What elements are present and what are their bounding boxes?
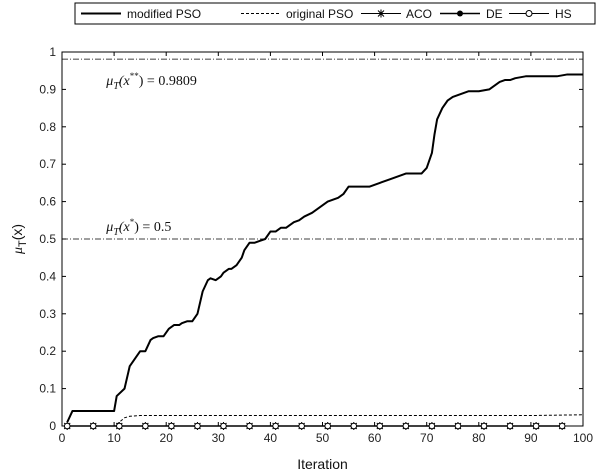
reference-line-label-close: ) = 0.5 <box>134 220 171 235</box>
point-hs <box>246 422 253 430</box>
x-tick-label: 90 <box>524 431 538 445</box>
y-tick-label: 1 <box>49 45 56 59</box>
reference-line-label-1: μT(x*) = 0.5 <box>105 217 171 238</box>
series-hs <box>63 422 566 430</box>
reference-line-label-sub: T <box>113 81 120 92</box>
point-hs <box>194 422 201 430</box>
point-hs <box>63 422 71 430</box>
legend: modified PSO original PSO ACO DE HS <box>74 2 596 25</box>
series-modified-pso <box>66 73 583 423</box>
y-tick-label: 0 <box>49 419 56 433</box>
reference-line-label-close: ) = 0.9809 <box>139 74 197 89</box>
y-axis-label-rest: (x) <box>9 224 25 240</box>
x-tick-label: 20 <box>160 431 174 445</box>
x-tick-label: 60 <box>368 431 382 445</box>
y-tick-label: 0.7 <box>39 157 56 171</box>
x-tick-label: 100 <box>573 431 593 445</box>
point-hs <box>506 422 514 430</box>
y-tick-label: 0.1 <box>39 382 56 396</box>
legend-entry-de: DE <box>440 7 503 21</box>
point-hs <box>532 422 540 430</box>
legend-label-de: DE <box>486 7 503 21</box>
legend-marker-hs <box>525 10 533 17</box>
series-layer <box>62 73 584 430</box>
legend-label-hs: HS <box>555 7 572 21</box>
y-axis-label-sub: T <box>17 240 29 247</box>
x-tick-label: 10 <box>107 431 121 445</box>
legend-entry-modified-pso: modified PSO <box>81 7 201 21</box>
point-hs <box>116 422 123 430</box>
reference-line-label-open: (x <box>119 220 131 235</box>
legend-label-modified-pso: modified PSO <box>127 7 201 21</box>
reference-line-label-open: (x <box>119 74 131 89</box>
legend-label-aco: ACO <box>406 7 432 21</box>
y-axis-label-mu: μ <box>11 247 26 255</box>
point-hs <box>168 422 175 430</box>
legend-marker-de <box>457 10 463 17</box>
x-tick-label: 70 <box>420 431 434 445</box>
y-tick-label: 0.5 <box>39 232 56 246</box>
x-tick-label: 0 <box>59 431 66 445</box>
y-tick-label: 0.6 <box>39 195 56 209</box>
point-hs <box>480 422 488 430</box>
reference-line-label-mu: μ <box>105 74 113 89</box>
legend-entry-hs: HS <box>509 7 572 21</box>
y-tick-label: 0.9 <box>39 82 56 96</box>
y-tick-label: 0.2 <box>39 344 56 358</box>
series-line-original-pso <box>62 414 584 427</box>
legend-marker-aco <box>377 9 385 18</box>
point-hs <box>142 422 149 430</box>
point-hs <box>220 422 227 430</box>
y-tick-label: 0.4 <box>39 269 56 283</box>
x-tick-label: 40 <box>264 431 278 445</box>
reference-line-label-sub: T <box>113 227 120 238</box>
legend-entry-aco: ACO <box>361 7 432 21</box>
point-hs <box>298 422 305 430</box>
axis-ticks: 0 10 20 30 40 50 60 70 80 90 100 0 0.1 0.2 0.3 0.4 0.5 0.… <box>39 45 593 445</box>
reference-line-label-sup: * <box>130 217 135 227</box>
y-tick-label: 0.3 <box>39 307 56 321</box>
x-tick-label: 80 <box>472 431 486 445</box>
reference-line-label-sup: ** <box>130 71 140 81</box>
point-hs <box>428 422 436 430</box>
legend-entry-original-pso: original PSO <box>241 7 353 21</box>
reference-line-label-mu: μ <box>105 220 113 235</box>
y-axis-label: μT(x) <box>9 224 29 255</box>
series-line-modified-pso <box>66 73 583 423</box>
legend-box <box>74 2 596 25</box>
reference-line-label-0: μT(x**) = 0.9809 <box>105 71 197 92</box>
y-tick-label: 0.8 <box>39 120 56 134</box>
point-hs <box>402 422 410 430</box>
point-hs <box>89 422 97 430</box>
legend-label-original-pso: original PSO <box>286 7 353 21</box>
point-hs <box>376 422 384 430</box>
point-hs <box>350 422 358 430</box>
x-tick-label: 50 <box>316 431 330 445</box>
x-tick-label: 30 <box>212 431 226 445</box>
point-hs <box>272 422 279 430</box>
x-axis-label: Iteration <box>297 456 348 472</box>
point-hs <box>558 422 566 430</box>
point-hs <box>454 422 462 430</box>
point-hs <box>324 422 332 430</box>
series-original-pso <box>62 414 584 427</box>
